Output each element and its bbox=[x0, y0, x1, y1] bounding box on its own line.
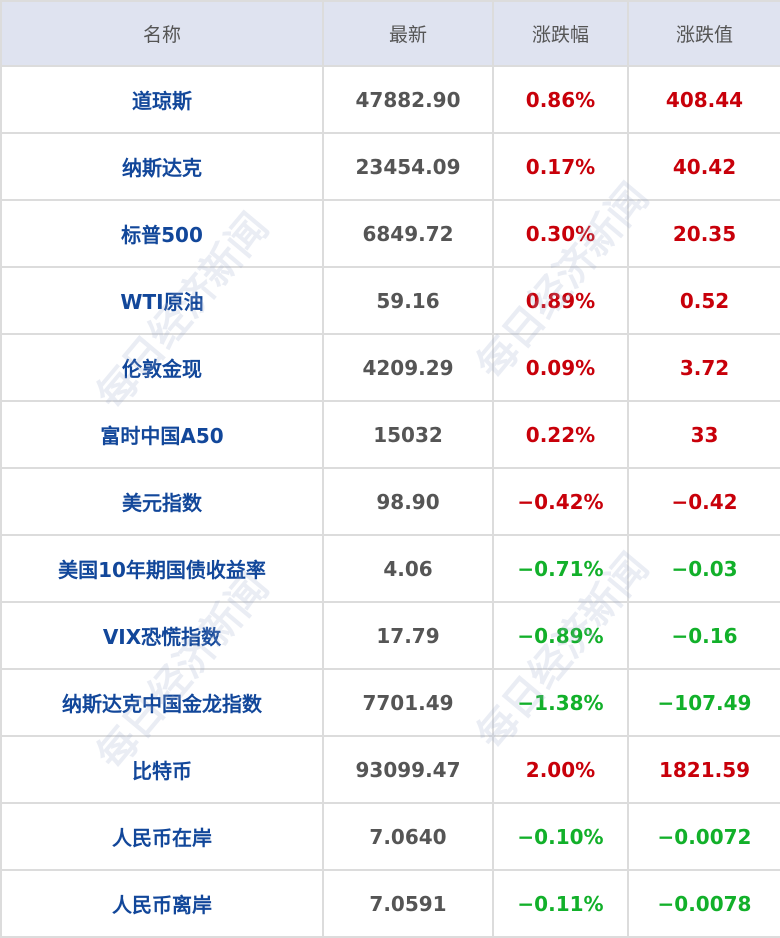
table-row: 纳斯达克中国金龙指数 7701.49 −1.38% −107.49 bbox=[0, 668, 780, 737]
row-latest: 7.0591 bbox=[322, 869, 494, 938]
row-name: 美元指数 bbox=[0, 467, 324, 536]
row-change-value: −107.49 bbox=[627, 668, 780, 737]
row-change-value: 33 bbox=[627, 400, 780, 469]
header-name: 名称 bbox=[0, 0, 324, 67]
row-latest: 93099.47 bbox=[322, 735, 494, 804]
row-latest: 98.90 bbox=[322, 467, 494, 536]
row-change-pct: 0.30% bbox=[492, 199, 629, 268]
row-change-pct: −0.11% bbox=[492, 869, 629, 938]
row-change-pct: −0.10% bbox=[492, 802, 629, 871]
row-change-pct: −0.71% bbox=[492, 534, 629, 603]
row-name: 标普500 bbox=[0, 199, 324, 268]
table-row: 人民币离岸 7.0591 −0.11% −0.0078 bbox=[0, 869, 780, 938]
row-latest: 6849.72 bbox=[322, 199, 494, 268]
row-name: 比特币 bbox=[0, 735, 324, 804]
table-row: 纳斯达克 23454.09 0.17% 40.42 bbox=[0, 132, 780, 201]
row-change-pct: 0.17% bbox=[492, 132, 629, 201]
table-row: 美元指数 98.90 −0.42% −0.42 bbox=[0, 467, 780, 536]
row-change-pct: 0.86% bbox=[492, 65, 629, 134]
row-change-value: −0.0072 bbox=[627, 802, 780, 871]
row-name: 人民币在岸 bbox=[0, 802, 324, 871]
table-row: 伦敦金现 4209.29 0.09% 3.72 bbox=[0, 333, 780, 402]
row-change-value: −0.42 bbox=[627, 467, 780, 536]
row-name: 纳斯达克 bbox=[0, 132, 324, 201]
row-change-pct: 2.00% bbox=[492, 735, 629, 804]
row-latest: 7.0640 bbox=[322, 802, 494, 871]
row-latest: 4.06 bbox=[322, 534, 494, 603]
row-change-pct: 0.22% bbox=[492, 400, 629, 469]
row-change-pct: 0.09% bbox=[492, 333, 629, 402]
row-name: 伦敦金现 bbox=[0, 333, 324, 402]
row-name: VIX恐慌指数 bbox=[0, 601, 324, 670]
row-change-value: 1821.59 bbox=[627, 735, 780, 804]
row-name: 人民币离岸 bbox=[0, 869, 324, 938]
table-row: 标普500 6849.72 0.30% 20.35 bbox=[0, 199, 780, 268]
table-row: 富时中国A50 15032 0.22% 33 bbox=[0, 400, 780, 469]
row-change-value: 0.52 bbox=[627, 266, 780, 335]
row-latest: 15032 bbox=[322, 400, 494, 469]
row-change-pct: −1.38% bbox=[492, 668, 629, 737]
header-change-pct: 涨跌幅 bbox=[492, 0, 629, 67]
table-row: 比特币 93099.47 2.00% 1821.59 bbox=[0, 735, 780, 804]
row-latest: 4209.29 bbox=[322, 333, 494, 402]
row-change-value: 3.72 bbox=[627, 333, 780, 402]
row-change-value: −0.0078 bbox=[627, 869, 780, 938]
row-name: 道琼斯 bbox=[0, 65, 324, 134]
table-row: 人民币在岸 7.0640 −0.10% −0.0072 bbox=[0, 802, 780, 871]
header-latest: 最新 bbox=[322, 0, 494, 67]
header-change-value: 涨跌值 bbox=[627, 0, 780, 67]
row-latest: 17.79 bbox=[322, 601, 494, 670]
row-name: 富时中国A50 bbox=[0, 400, 324, 469]
table-row: 道琼斯 47882.90 0.86% 408.44 bbox=[0, 65, 780, 134]
row-name: 美国10年期国债收益率 bbox=[0, 534, 324, 603]
row-change-value: −0.16 bbox=[627, 601, 780, 670]
row-name: WTI原油 bbox=[0, 266, 324, 335]
row-latest: 47882.90 bbox=[322, 65, 494, 134]
table-row: WTI原油 59.16 0.89% 0.52 bbox=[0, 266, 780, 335]
row-change-value: −0.03 bbox=[627, 534, 780, 603]
row-name: 纳斯达克中国金龙指数 bbox=[0, 668, 324, 737]
row-change-pct: −0.89% bbox=[492, 601, 629, 670]
row-latest: 59.16 bbox=[322, 266, 494, 335]
row-change-value: 40.42 bbox=[627, 132, 780, 201]
row-latest: 7701.49 bbox=[322, 668, 494, 737]
row-change-pct: −0.42% bbox=[492, 467, 629, 536]
row-change-value: 20.35 bbox=[627, 199, 780, 268]
row-change-pct: 0.89% bbox=[492, 266, 629, 335]
row-latest: 23454.09 bbox=[322, 132, 494, 201]
table-row: VIX恐慌指数 17.79 −0.89% −0.16 bbox=[0, 601, 780, 670]
table-row: 美国10年期国债收益率 4.06 −0.71% −0.03 bbox=[0, 534, 780, 603]
header-row: 名称 最新 涨跌幅 涨跌值 bbox=[0, 0, 780, 67]
row-change-value: 408.44 bbox=[627, 65, 780, 134]
